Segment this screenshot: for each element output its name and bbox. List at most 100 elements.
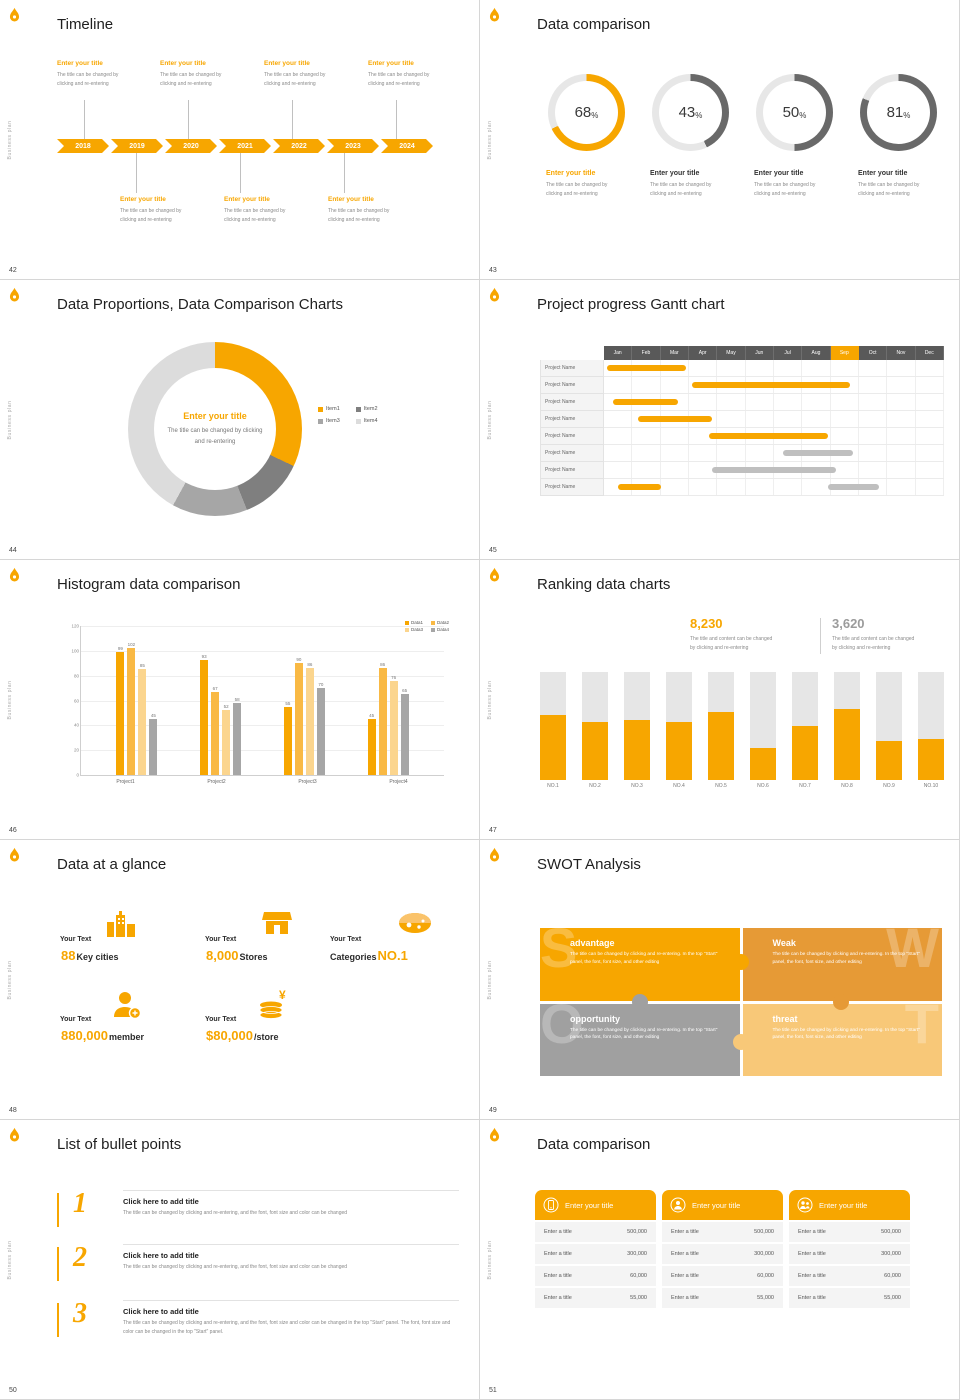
- brand-logo-icon: [488, 1127, 501, 1143]
- gantt-month-row: Jan Feb Mar Apr May Jun Jul Aug Sep Oct Nov Dec: [604, 346, 944, 360]
- swot-title: opportunity: [570, 1013, 620, 1024]
- table-row: Enter a title 500,000: [535, 1222, 656, 1242]
- caption-title: Enter your title: [650, 170, 700, 177]
- slide-46-histogram[interactable]: Business plan Histogram data comparison …: [0, 560, 480, 840]
- bullet-item-2: 2 Click here to add title The title can …: [57, 1244, 459, 1281]
- card-table: Enter a title 500,000 Enter a title 300,000…: [535, 1222, 656, 1308]
- histogram-value-label: 90: [296, 657, 302, 663]
- stat-divider: [820, 618, 821, 654]
- slide-43-data-comparison[interactable]: Business plan Data comparison 68% 43% 50…: [480, 0, 960, 280]
- donut-value: 68%: [574, 104, 599, 121]
- donut-center-desc: The title can be changed by clicking and…: [167, 428, 263, 445]
- ranking-track: [876, 672, 902, 780]
- puzzle-knob: [733, 954, 749, 970]
- proportions-donut: Enter your title The title can be change…: [128, 342, 302, 516]
- desc-line: The title can be changed by: [264, 72, 326, 78]
- stat-value: CategoriesNO.1: [330, 948, 408, 963]
- group-icon: [797, 1197, 813, 1213]
- desc-line: clicking and re-entering: [328, 217, 380, 223]
- gantt-row: Project Name: [540, 411, 944, 428]
- page-number: 50: [9, 1387, 17, 1394]
- ranking-track: [624, 672, 650, 780]
- ranking-column: NO.6: [750, 672, 776, 789]
- ranking-fill: [708, 711, 734, 780]
- histogram-xlabel: Project3: [298, 779, 317, 785]
- ranking-track: [708, 672, 734, 780]
- side-label: Business plan: [7, 1240, 13, 1279]
- desc-line: clicking and re-entering: [120, 217, 172, 223]
- gantt-row-label: Project Name: [540, 394, 604, 411]
- table-row: Enter a title 60,000: [535, 1266, 656, 1286]
- slide-48-data-at-a-glance[interactable]: Business plan Data at a glance Your Text…: [0, 840, 480, 1120]
- timeline-year-bar: 2018 2019 2020 2021 2022 2023 2024: [57, 139, 433, 153]
- histogram-bar: [305, 668, 314, 775]
- side-label: Business plan: [487, 960, 493, 999]
- slide-51-data-comparison-tables[interactable]: Business plan Data comparison Enter your…: [480, 1120, 960, 1400]
- ranking-track: [750, 672, 776, 780]
- gantt-row-label: Project Name: [540, 445, 604, 462]
- stat-value: 8,000Stores: [206, 948, 268, 963]
- gantt-bar: [612, 399, 678, 405]
- ranking-column: NO.5: [708, 672, 734, 789]
- desc-line: The title can be changed by: [120, 208, 182, 214]
- slide-title: Data at a glance: [57, 856, 167, 873]
- slide-50-bullet-list[interactable]: Business plan List of bullet points 1 Cl…: [0, 1120, 480, 1400]
- timeline-year: 2019: [111, 139, 163, 153]
- side-label: Business plan: [487, 680, 493, 719]
- ranking-fill: [918, 738, 944, 780]
- page-number: 45: [489, 547, 497, 554]
- page-number: 46: [9, 827, 17, 834]
- entry-title: Enter your title: [57, 60, 103, 67]
- slide-44-data-proportions[interactable]: Business plan Data Proportions, Data Com…: [0, 280, 480, 560]
- slide-45-gantt[interactable]: Business plan Project progress Gantt cha…: [480, 280, 960, 560]
- stat-value: 880,000member: [61, 1028, 145, 1043]
- gantt-month-cell: Feb: [632, 346, 661, 360]
- swot-threat: T threat The title can be changed by cli…: [742, 1003, 942, 1076]
- person-icon: [670, 1197, 686, 1213]
- desc-line: The title can be changed by: [224, 208, 286, 214]
- entry-title: Enter your title: [328, 196, 374, 203]
- slide-47-ranking[interactable]: Business plan Ranking data charts 8,230 …: [480, 560, 960, 840]
- page-number: 44: [9, 547, 17, 554]
- ranking-label: NO.7: [799, 783, 811, 789]
- swot-grid: S advantage The title can be changed by …: [540, 928, 942, 1076]
- ranking-label: NO.1: [547, 783, 559, 789]
- contact-icon: [543, 1197, 559, 1213]
- stat-label: Your Text: [330, 936, 362, 943]
- histogram-value-label: 45: [150, 713, 156, 719]
- ranking-fill: [582, 721, 608, 780]
- stat-categories: Your Text CategoriesNO.1: [330, 936, 409, 963]
- gantt-row: Project Name: [540, 394, 944, 411]
- donut-caption: Enter your title The title can be change…: [546, 170, 640, 199]
- entry-desc: The title can be changed by clicking and …: [368, 71, 466, 89]
- caption-desc: The title can be changed by clicking and …: [650, 182, 712, 197]
- ranking-track: [582, 672, 608, 780]
- page-number: 49: [489, 1107, 497, 1114]
- stat-stores: Your Text 8,000Stores: [205, 936, 268, 963]
- comparison-card-1: Enter your title Enter a title 500,000 Ent…: [535, 1190, 656, 1308]
- histogram-legend: Data1 Data2 Data3 Data4: [404, 620, 449, 632]
- ranking-stat-1: 8,230 The title and content can be chang…: [690, 616, 820, 652]
- side-label: Business plan: [487, 120, 493, 159]
- slide-49-swot[interactable]: Business plan SWOT Analysis S advantage …: [480, 840, 960, 1120]
- gantt-row-area: [604, 411, 944, 428]
- histogram-bar: [200, 659, 209, 775]
- donut-value: 50%: [782, 104, 807, 121]
- histogram-bar: [138, 669, 147, 775]
- ranking-label: NO.5: [715, 783, 727, 789]
- ranking-column: NO.3: [624, 672, 650, 789]
- table-row: Enter a title 300,000: [789, 1244, 910, 1264]
- card-title: Enter your title: [692, 1200, 741, 1210]
- timeline-connector: [292, 100, 293, 139]
- stat-label: Your Text: [60, 936, 92, 943]
- histogram-bar: [211, 691, 220, 775]
- caption-title: Enter your title: [754, 170, 804, 177]
- gantt-row: Project Name: [540, 360, 944, 377]
- gantt-row-label: Project Name: [540, 411, 604, 428]
- gantt-month-cell: Jan: [604, 346, 633, 360]
- entry-desc: The title can be changed by clicking and …: [57, 71, 155, 89]
- ranking-column: NO.8: [834, 672, 860, 789]
- slide-42-timeline[interactable]: Business plan Timeline Enter your title …: [0, 0, 480, 280]
- gantt-month-cell: Sep: [830, 346, 859, 360]
- bullet-number: 3: [73, 1298, 87, 1329]
